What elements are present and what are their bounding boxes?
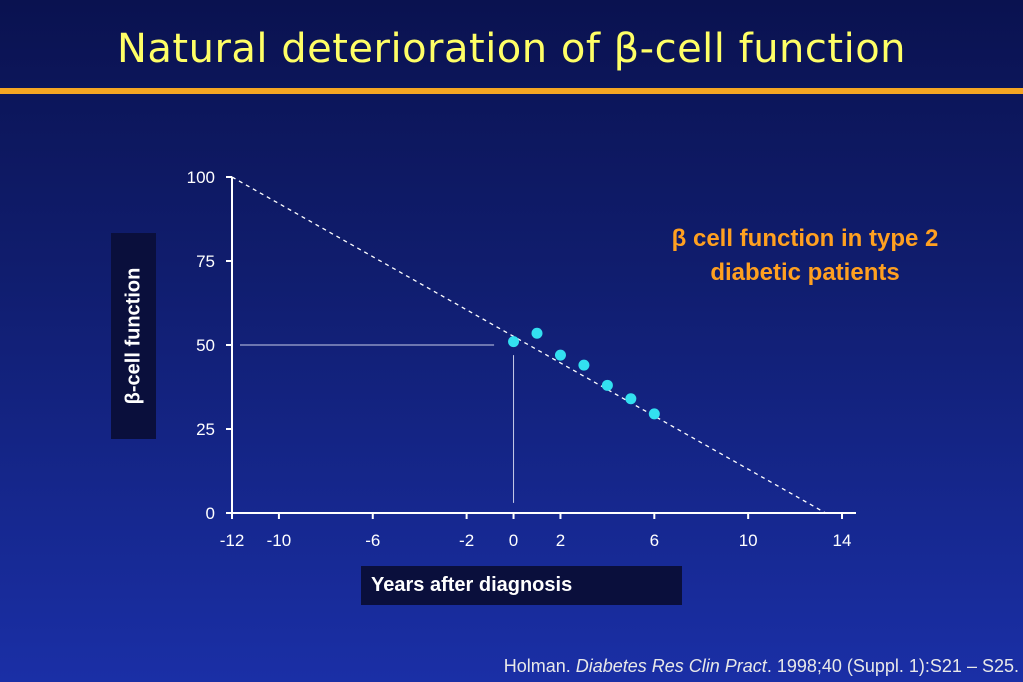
y-tick-label: 50: [196, 336, 215, 355]
x-axis-label: Years after diagnosis: [361, 566, 682, 605]
citation-journal: Diabetes Res Clin Pract: [575, 656, 767, 676]
slide-title: Natural deterioration of β-cell function: [116, 26, 907, 72]
annotation-line-1: β cell function in type 2: [671, 225, 939, 252]
data-point: [601, 379, 613, 391]
annotation-line-2: diabetic patients: [710, 259, 900, 286]
citation: Holman. Diabetes Res Clin Pract. 1998;40…: [504, 656, 1019, 677]
trend-line: [231, 176, 826, 514]
data-point: [508, 336, 520, 348]
y-tick-label: 100: [187, 168, 215, 187]
citation-author: Holman.: [503, 656, 576, 676]
y-tick-label: 0: [206, 504, 215, 523]
x-tick-label: 14: [833, 531, 852, 550]
title-divider: [0, 88, 1023, 94]
x-tick-label: 6: [650, 531, 659, 550]
x-tick-label: -12: [220, 531, 245, 550]
x-tick-label: -6: [365, 531, 380, 550]
x-tick-label: 2: [556, 531, 565, 550]
x-tick-label: 0: [509, 531, 518, 550]
data-point: [625, 393, 637, 405]
y-axis-label-box: β-cell function: [111, 233, 156, 439]
citation-details: . 1998;40 (Suppl. 1):S21 – S25.: [766, 656, 1019, 676]
chart-annotation: β cell function in type 2 diabetic patie…: [600, 222, 1010, 290]
y-tick-label: 25: [196, 420, 215, 439]
data-point: [578, 359, 590, 371]
x-tick-label: -10: [267, 531, 292, 550]
y-tick-label: 75: [196, 252, 215, 271]
x-tick-label: -2: [459, 531, 474, 550]
x-tick-label: 10: [739, 531, 758, 550]
y-axis-label: β-cell function: [122, 267, 144, 405]
data-point: [648, 408, 660, 420]
data-point: [531, 327, 543, 339]
data-point: [554, 349, 566, 361]
